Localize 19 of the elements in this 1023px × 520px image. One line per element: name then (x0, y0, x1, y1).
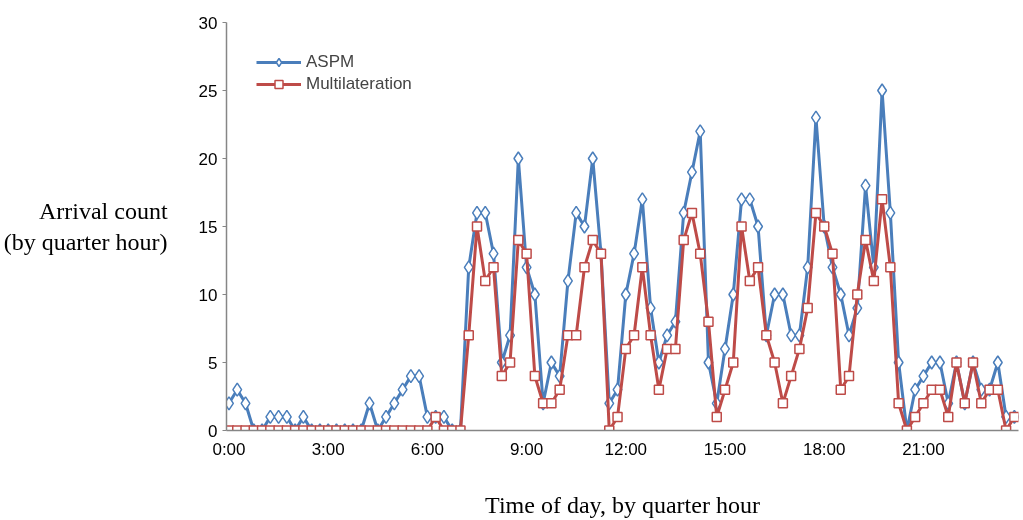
x-tick-label: 21:00 (902, 439, 945, 459)
x-tick-label: 12:00 (604, 439, 648, 459)
x-tick-label: 6:00 (410, 439, 444, 459)
x-tick-label: 18:00 (802, 439, 846, 459)
legend-label: ASPM (306, 52, 355, 72)
x-tick-label: 15:00 (703, 439, 747, 459)
y-axis-title: Arrival count (by quarter hour) (3, 197, 168, 256)
x-tick-label: 9:00 (510, 439, 544, 459)
y-tick-label: 20 (198, 149, 218, 169)
y-tick-label: 30 (198, 13, 218, 33)
y-tick-label: 5 (208, 353, 218, 373)
x-axis-title: Time of day, by quarter hour (485, 491, 760, 518)
y-tick-label: 0 (208, 421, 218, 441)
y-tick-label: 15 (198, 217, 218, 237)
y-tick-label: 25 (198, 81, 218, 101)
x-tick-label: 3:00 (311, 439, 345, 459)
legend-label: Multilateration (306, 74, 412, 94)
x-tick-label: 0:00 (212, 439, 246, 459)
y-tick-label: 10 (198, 285, 218, 305)
